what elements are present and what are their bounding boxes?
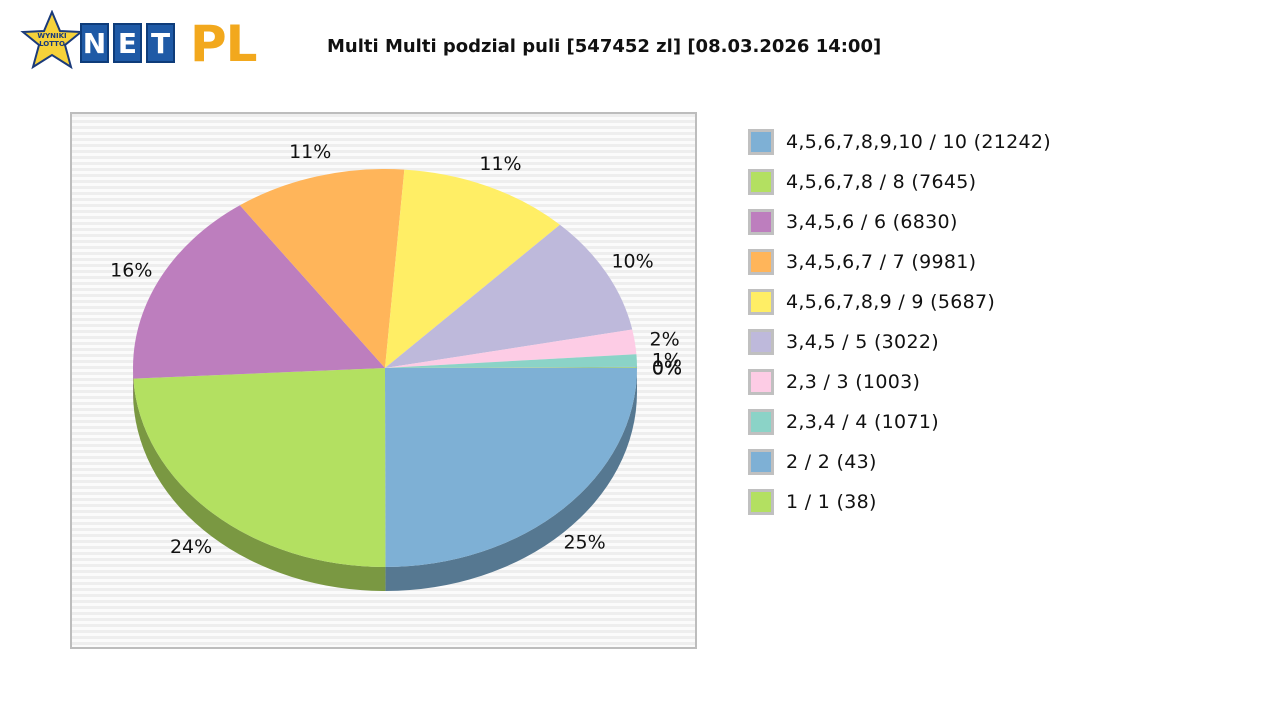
logo-star-text: WYNIKI LOTTO [37, 32, 67, 48]
chart-title: Multi Multi podzial puli [547452 zl] [08… [327, 36, 882, 57]
legend-label-5: 3,4,5 / 5 (3022) [786, 331, 939, 353]
pie-slice-2 [133, 205, 385, 379]
chart-legend: 4,5,6,7,8,9,10 / 10 (21242) 4,5,6,7,8 / 8… [748, 122, 1051, 522]
pie-chart: 25%24%16%11%11%10%2%1%0%0% [110, 141, 682, 591]
logo-tile-t: T [146, 23, 175, 63]
legend-label-9: 1 / 1 (38) [786, 491, 877, 513]
pie-slice-3 [239, 169, 405, 368]
legend-label-8: 2 / 2 (43) [786, 451, 877, 473]
pie-label-7: 1% [652, 350, 682, 372]
pie-plot-area: 25% 24% 16% 11% 11% 10% 2% 1% 0% 0% [70, 112, 697, 649]
legend-label-4: 4,5,6,7,8,9 / 9 (5687) [786, 291, 996, 313]
pie-label-5: 10% [611, 250, 653, 272]
star-icon [20, 10, 84, 70]
legend-label-2: 3,4,5,6 / 6 (6830) [786, 211, 958, 233]
pie-slice-6 [385, 329, 637, 368]
pie-slice-8 [385, 366, 637, 368]
legend-swatch-9 [748, 489, 774, 515]
pie-label-3: 11% [289, 141, 331, 163]
pie-label-6: 2% [650, 328, 680, 350]
pie-label-0: 25% [563, 531, 605, 553]
legend-item-2: 3,4,5,6 / 6 (6830) [748, 202, 1051, 242]
pie-slice-0 [385, 368, 637, 567]
legend-swatch-6 [748, 369, 774, 395]
legend-swatch-2 [748, 209, 774, 235]
pie-slice-9 [385, 367, 637, 368]
pie-label-9: 0% [652, 358, 682, 380]
site-logo[interactable]: WYNIKI LOTTO N E T PL [20, 10, 265, 73]
legend-label-3: 3,4,5,6,7 / 7 (9981) [786, 251, 977, 273]
legend-swatch-8 [748, 449, 774, 475]
legend-label-6: 2,3 / 3 (1003) [786, 371, 921, 393]
legend-swatch-7 [748, 409, 774, 435]
legend-label-7: 2,3,4 / 4 (1071) [786, 411, 939, 433]
legend-label-1: 4,5,6,7,8 / 8 (7645) [786, 171, 977, 193]
pie-label-2: 16% [110, 260, 152, 282]
pie-label-8: 0% [652, 357, 682, 379]
legend-item-5: 3,4,5 / 5 (3022) [748, 322, 1051, 362]
pie-label-1: 24% [170, 536, 212, 558]
legend-swatch-4 [748, 289, 774, 315]
legend-item-3: 3,4,5,6,7 / 7 (9981) [748, 242, 1051, 282]
legend-swatch-0 [748, 129, 774, 155]
logo-tile-e: E [113, 23, 142, 63]
pie-slice-5 [385, 224, 633, 368]
legend-swatch-1 [748, 169, 774, 195]
pie-slice-7 [385, 354, 637, 368]
legend-label-0: 4,5,6,7,8,9,10 / 10 (21242) [786, 131, 1052, 153]
logo-suffix: PL [190, 15, 258, 73]
legend-item-4: 4,5,6,7,8,9 / 9 (5687) [748, 282, 1051, 322]
pie-slice-4 [385, 169, 560, 368]
pie-slice-1 [133, 368, 386, 567]
legend-item-8: 2 / 2 (43) [748, 442, 1051, 482]
legend-item-7: 2,3,4 / 4 (1071) [748, 402, 1051, 442]
pie-side-1 [133, 378, 386, 591]
legend-swatch-3 [748, 249, 774, 275]
legend-item-9: 1 / 1 (38) [748, 482, 1051, 522]
legend-item-6: 2,3 / 3 (1003) [748, 362, 1051, 402]
legend-item-0: 4,5,6,7,8,9,10 / 10 (21242) [748, 122, 1051, 162]
logo-tiles: N E T [80, 23, 175, 63]
logo-tile-n: N [80, 23, 109, 63]
pie-label-4: 11% [479, 153, 521, 175]
legend-swatch-5 [748, 329, 774, 355]
pie-side-0 [385, 368, 637, 591]
legend-item-1: 4,5,6,7,8 / 8 (7645) [748, 162, 1051, 202]
